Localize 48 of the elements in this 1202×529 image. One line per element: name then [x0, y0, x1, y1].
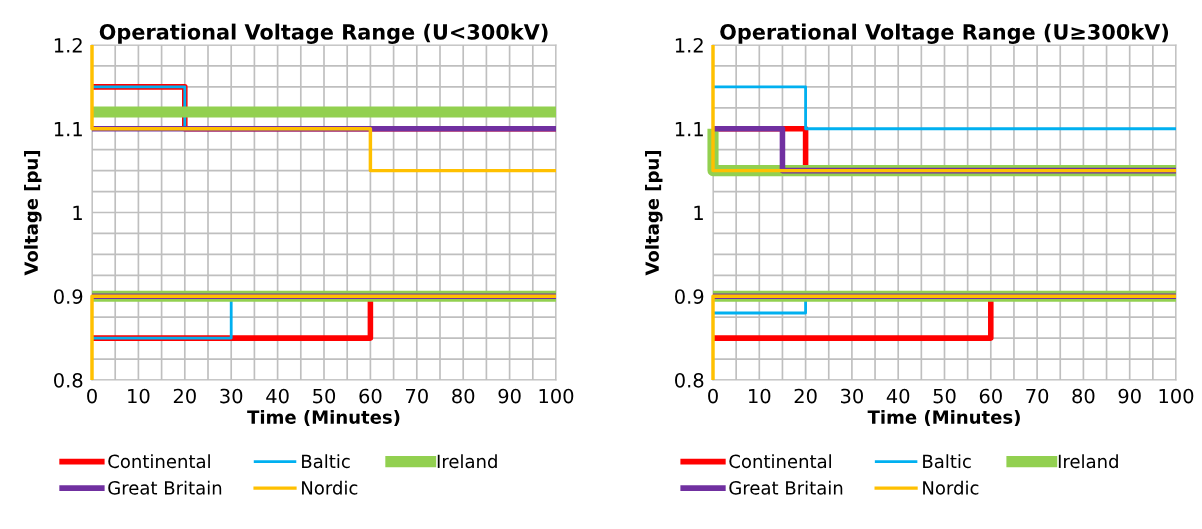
x-axis-title: Time (Minutes) [867, 409, 1020, 427]
x-tick-label: 0 [708, 388, 718, 404]
y-tick-label: 0.9 [675, 289, 704, 304]
x-tick-label: 70 [1026, 388, 1049, 404]
x-tick-label: 20 [173, 388, 196, 404]
y-tick-label: 0.8 [675, 372, 704, 388]
x-tick-label: 50 [933, 388, 956, 404]
y-tick-label: 1.1 [675, 121, 703, 137]
y-tick-label: 1 [694, 205, 703, 220]
legend-label: Continental [729, 454, 831, 469]
chart-title: Operational Voltage Range (U≥300kV) [720, 23, 1169, 44]
x-tick-label: 60 [359, 388, 382, 404]
x-tick-label: 10 [749, 388, 771, 404]
x-tick-label: 20 [794, 388, 817, 404]
x-tick-label: 100 [1159, 388, 1194, 404]
y-tick-label: 1.2 [54, 37, 82, 53]
x-tick-label: 80 [1072, 388, 1095, 404]
x-tick-label: 80 [452, 388, 475, 404]
legend-label: Ireland [1058, 454, 1118, 469]
x-tick-label: 30 [841, 388, 863, 404]
y-tick-label: 1.2 [675, 37, 703, 53]
legend-label: Baltic [302, 454, 350, 469]
x-tick-label: 90 [498, 388, 521, 404]
legend-label: Nordic [302, 480, 358, 495]
x-tick-label: 100 [539, 388, 574, 404]
legend-label: Nordic [923, 480, 979, 495]
x-axis-title: Time (Minutes) [247, 409, 400, 427]
legend-label: Baltic [923, 454, 971, 469]
y-axis-title: Voltage [pu] [24, 150, 42, 276]
x-tick-label: 50 [313, 388, 336, 404]
x-tick-label: 70 [406, 388, 428, 404]
legend-label: Great Britain [108, 480, 222, 495]
y-tick-label: 1 [73, 205, 82, 220]
x-tick-label: 0 [87, 388, 97, 404]
x-tick-label: 90 [1118, 388, 1141, 404]
y-tick-label: 0.9 [54, 289, 83, 304]
legend-label: Continental [108, 454, 210, 469]
y-tick-label: 0.8 [54, 372, 83, 388]
x-tick-label: 30 [220, 388, 243, 404]
y-axis-title: Voltage [pu] [645, 150, 663, 276]
legend-label: Great Britain [729, 480, 843, 495]
x-tick-label: 10 [128, 388, 150, 404]
chart-title: Operational Voltage Range (U<300kV) [99, 23, 548, 44]
x-tick-label: 40 [886, 388, 910, 404]
x-tick-label: 40 [266, 388, 289, 404]
x-tick-label: 60 [979, 388, 1002, 404]
legend-label: Ireland [437, 454, 497, 469]
y-tick-label: 1.1 [54, 121, 82, 137]
